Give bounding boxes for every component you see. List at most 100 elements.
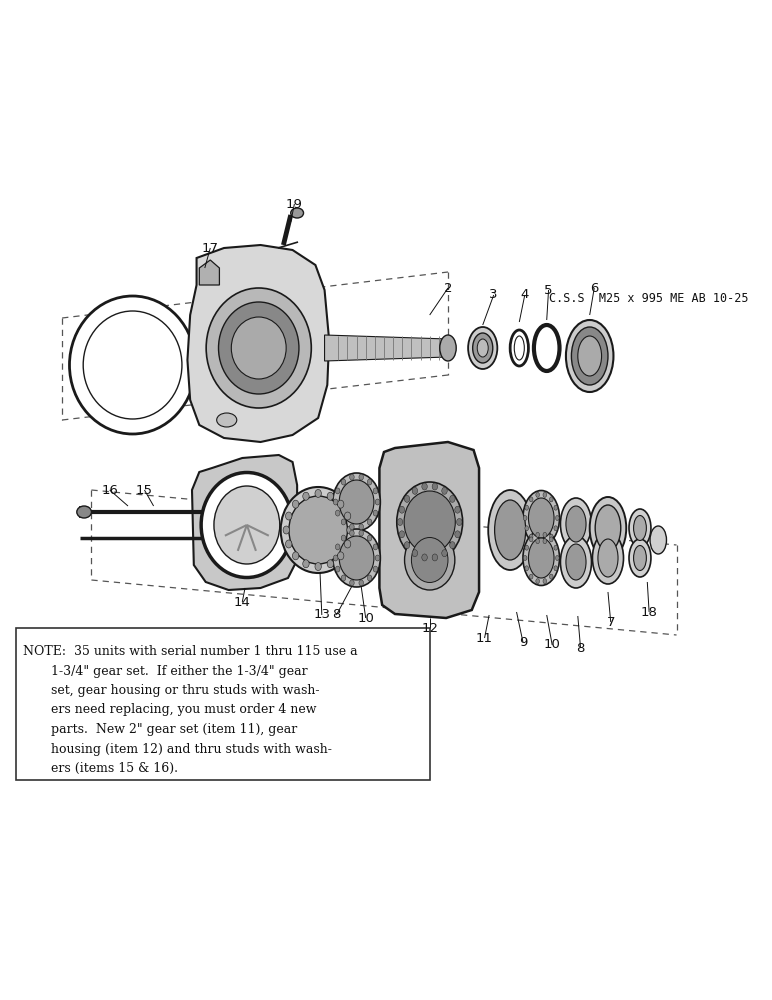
Ellipse shape: [337, 552, 344, 560]
Ellipse shape: [327, 560, 334, 568]
Text: ers need replacing, you must order 4 new: ers need replacing, you must order 4 new: [23, 704, 317, 716]
Ellipse shape: [560, 498, 591, 550]
Ellipse shape: [405, 495, 410, 502]
Ellipse shape: [341, 575, 346, 581]
Ellipse shape: [543, 579, 547, 584]
Ellipse shape: [412, 550, 418, 557]
Ellipse shape: [595, 505, 621, 551]
Text: C.S.S  M25 x 995 ME AB 10-25: C.S.S M25 x 995 ME AB 10-25: [549, 292, 748, 304]
Ellipse shape: [232, 317, 286, 379]
Text: 10: 10: [357, 611, 374, 624]
Ellipse shape: [530, 537, 533, 542]
Ellipse shape: [455, 506, 460, 513]
Ellipse shape: [440, 335, 456, 361]
Ellipse shape: [347, 526, 354, 534]
Ellipse shape: [536, 492, 540, 497]
Ellipse shape: [373, 488, 378, 494]
Text: 3: 3: [489, 288, 498, 302]
Ellipse shape: [404, 491, 455, 553]
Polygon shape: [192, 455, 297, 590]
Ellipse shape: [514, 336, 524, 360]
Ellipse shape: [303, 492, 309, 500]
Ellipse shape: [405, 542, 410, 549]
Ellipse shape: [359, 524, 364, 530]
Ellipse shape: [536, 539, 540, 544]
Ellipse shape: [530, 534, 533, 539]
Text: 16: 16: [101, 484, 118, 496]
Ellipse shape: [442, 487, 447, 494]
Text: 9: 9: [519, 636, 527, 648]
Text: 13: 13: [313, 608, 330, 621]
Ellipse shape: [344, 540, 350, 548]
Ellipse shape: [536, 579, 540, 584]
Ellipse shape: [373, 510, 378, 516]
Text: NOTE:  35 units with serial number 1 thru 115 use a: NOTE: 35 units with serial number 1 thru…: [23, 645, 357, 658]
Text: 5: 5: [544, 284, 553, 296]
Text: 4: 4: [520, 288, 529, 302]
Text: 6: 6: [590, 282, 598, 294]
Text: 8: 8: [332, 608, 340, 621]
Ellipse shape: [556, 516, 559, 520]
Ellipse shape: [341, 479, 346, 485]
Ellipse shape: [472, 333, 493, 363]
Ellipse shape: [335, 544, 340, 550]
Ellipse shape: [543, 539, 547, 544]
Ellipse shape: [334, 499, 338, 505]
Ellipse shape: [286, 512, 292, 520]
Polygon shape: [379, 442, 479, 618]
Text: 19: 19: [286, 198, 303, 211]
Ellipse shape: [525, 545, 529, 550]
Ellipse shape: [289, 496, 347, 564]
Ellipse shape: [335, 488, 340, 494]
Polygon shape: [188, 245, 329, 442]
Ellipse shape: [449, 495, 455, 502]
Text: 15: 15: [136, 484, 153, 496]
Ellipse shape: [339, 536, 374, 580]
Text: 7: 7: [607, 615, 615, 629]
Ellipse shape: [550, 537, 553, 542]
Ellipse shape: [456, 518, 462, 526]
Ellipse shape: [566, 544, 586, 580]
Ellipse shape: [327, 492, 334, 500]
Ellipse shape: [530, 497, 533, 502]
Ellipse shape: [83, 311, 182, 419]
Ellipse shape: [536, 532, 540, 537]
Text: 8: 8: [577, 642, 584, 654]
Ellipse shape: [488, 490, 532, 570]
Ellipse shape: [291, 208, 303, 218]
Ellipse shape: [566, 320, 614, 392]
Ellipse shape: [337, 500, 344, 508]
Ellipse shape: [525, 566, 529, 571]
Ellipse shape: [373, 566, 378, 572]
Ellipse shape: [577, 336, 601, 376]
Ellipse shape: [592, 532, 624, 584]
Ellipse shape: [214, 486, 279, 564]
Ellipse shape: [373, 544, 378, 550]
Ellipse shape: [350, 474, 354, 480]
Ellipse shape: [422, 483, 427, 490]
Ellipse shape: [411, 538, 448, 582]
Ellipse shape: [530, 574, 533, 579]
Ellipse shape: [477, 339, 488, 357]
Ellipse shape: [375, 555, 380, 561]
Ellipse shape: [405, 530, 455, 590]
Ellipse shape: [449, 542, 455, 549]
Ellipse shape: [455, 531, 460, 538]
Text: set, gear housing or thru studs with wash-: set, gear housing or thru studs with was…: [23, 684, 320, 697]
Ellipse shape: [432, 554, 438, 561]
Ellipse shape: [367, 519, 372, 525]
Ellipse shape: [412, 487, 418, 494]
Ellipse shape: [442, 550, 447, 557]
Ellipse shape: [554, 505, 557, 510]
Bar: [16, 628, 430, 780]
Polygon shape: [199, 260, 219, 285]
Ellipse shape: [432, 483, 438, 490]
Ellipse shape: [543, 532, 547, 537]
Ellipse shape: [566, 506, 586, 542]
Ellipse shape: [554, 526, 557, 531]
Ellipse shape: [529, 498, 554, 538]
Ellipse shape: [283, 526, 290, 534]
Text: 1-3/4" gear set.  If either the 1-3/4" gear: 1-3/4" gear set. If either the 1-3/4" ge…: [23, 664, 307, 678]
Ellipse shape: [650, 526, 666, 554]
Ellipse shape: [543, 492, 547, 497]
